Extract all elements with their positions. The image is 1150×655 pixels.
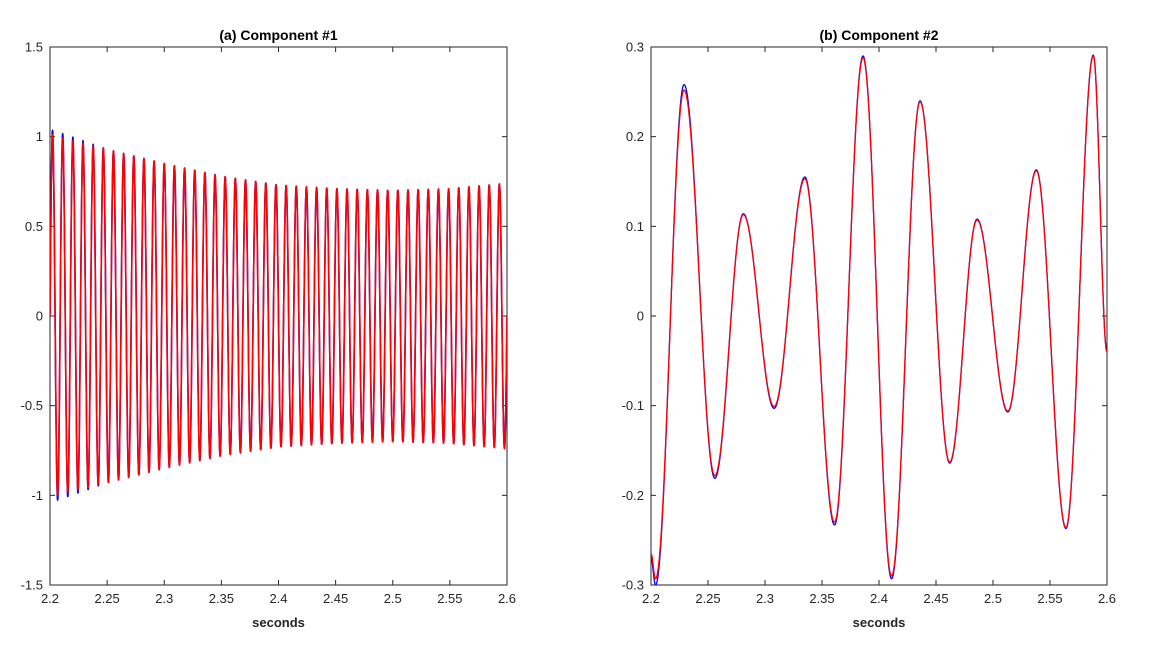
x-tick-label: 2.5 <box>984 591 1002 606</box>
y-tick-label: 1.5 <box>25 40 43 55</box>
x-tick-label: 2.35 <box>809 591 834 606</box>
y-tick-label: -0.1 <box>622 398 644 413</box>
y-tick-label: -0.3 <box>622 578 644 593</box>
subplot-2-title: (b) Component #2 <box>820 27 939 43</box>
x-tick-label: 2.3 <box>756 591 774 606</box>
x-tick-label: 2.45 <box>323 591 348 606</box>
x-tick-label: 2.4 <box>870 591 888 606</box>
x-tick-label: 2.25 <box>94 591 119 606</box>
x-tick-label: 2.2 <box>41 591 59 606</box>
x-tick-label: 2.55 <box>437 591 462 606</box>
y-tick-label: 0.5 <box>25 219 43 234</box>
x-tick-label: 2.3 <box>155 591 173 606</box>
x-tick-label: 2.25 <box>695 591 720 606</box>
y-tick-label: -1.5 <box>21 578 43 593</box>
x-tick-label: 2.4 <box>269 591 287 606</box>
y-tick-label: 0.3 <box>626 40 644 55</box>
subplot-1-plot-area <box>50 129 507 501</box>
series-line-red <box>50 133 507 496</box>
x-tick-label: 2.5 <box>384 591 402 606</box>
y-tick-label: 1 <box>36 129 43 144</box>
subplot-2-plot-area <box>651 54 1107 585</box>
x-tick-label: 2.6 <box>498 591 516 606</box>
x-tick-label: 2.55 <box>1037 591 1062 606</box>
y-tick-label: 0 <box>637 309 644 324</box>
subplot-1-ticks: 2.2 2.25 2.3 2.35 2.4 2.45 2.5 2.55 2.6 -1.5 -1 -0.… <box>21 40 516 607</box>
y-tick-label: 0.2 <box>626 129 644 144</box>
subplot-2-frame <box>650 46 1108 586</box>
series-line-red <box>651 55 1107 580</box>
x-tick-label: 2.35 <box>209 591 234 606</box>
y-tick-label: -0.2 <box>622 488 644 503</box>
subplot-2-ticks: 2.2 2.25 2.3 2.35 2.4 2.45 2.5 2.55 2.6 -0.3 -0.2 -… <box>622 40 1116 607</box>
subplot-1-title: (a) Component #1 <box>219 27 337 43</box>
y-tick-label: -1 <box>31 488 43 503</box>
y-tick-label: -0.5 <box>21 398 43 413</box>
subplot-2-xlabel: seconds <box>853 615 906 630</box>
x-tick-label: 2.2 <box>642 591 660 606</box>
x-tick-label: 2.6 <box>1098 591 1116 606</box>
y-tick-label: 0.1 <box>626 219 644 234</box>
subplot-1-xlabel: seconds <box>252 615 305 630</box>
x-tick-label: 2.45 <box>923 591 948 606</box>
subplot-component-2: (b) Component #2 seconds 2.2 2.25 2.3 2.35 2… <box>622 27 1116 630</box>
series-line-blue <box>651 54 1107 585</box>
y-tick-label: 0 <box>36 309 43 324</box>
subplot-component-1: (a) Component #1 seconds 2.2 2.25 2.3 2.35 2… <box>21 27 516 630</box>
